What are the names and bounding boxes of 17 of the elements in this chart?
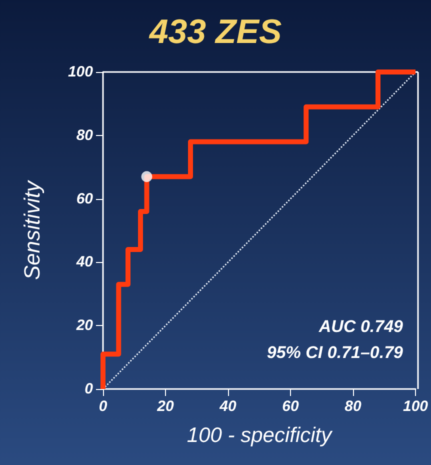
annotation: AUC 0.749 <box>318 317 404 336</box>
annotation: 95% CI 0.71–0.79 <box>266 343 404 362</box>
x-tick-label: 80 <box>344 398 362 415</box>
y-tick-label: 60 <box>76 190 94 208</box>
y-tick-label: 20 <box>75 317 94 334</box>
chart-title: 433 ZES <box>148 13 282 51</box>
x-tick-label: 20 <box>156 398 174 415</box>
x-tick-label: 40 <box>218 398 237 415</box>
x-tick-label: 60 <box>282 398 300 415</box>
x-tick-label: 0 <box>98 398 108 415</box>
y-axis-title: Sensitivity <box>20 178 44 280</box>
y-tick-label: 80 <box>76 126 94 144</box>
x-tick-label: 100 <box>402 398 429 415</box>
y-tick-label: 0 <box>84 380 94 398</box>
y-tick-label: 40 <box>75 254 94 271</box>
y-tick-label: 100 <box>68 64 94 80</box>
x-axis-title: 100 - specificity <box>186 424 334 447</box>
